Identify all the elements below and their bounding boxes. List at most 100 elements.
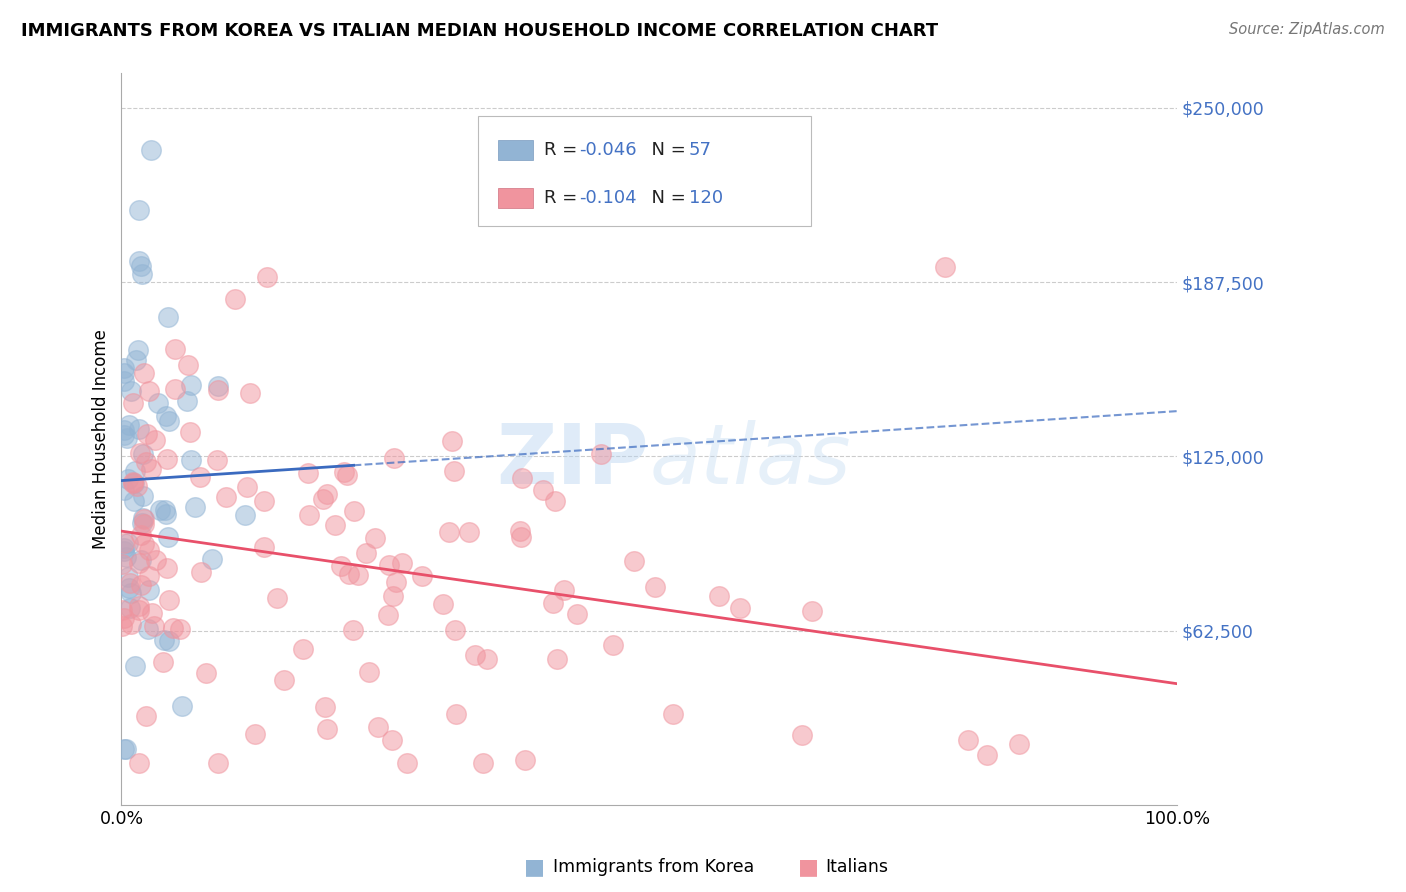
Text: Immigrants from Korea: Immigrants from Korea <box>553 858 754 876</box>
Point <box>179 425 201 439</box>
Point <box>128 422 150 436</box>
Point <box>239 385 262 400</box>
Text: N =: N = <box>640 141 692 159</box>
Point <box>143 618 166 632</box>
Point <box>176 394 198 409</box>
Point <box>644 581 666 595</box>
Point <box>330 559 353 574</box>
Point <box>364 532 387 546</box>
Point <box>155 507 177 521</box>
Point <box>342 623 364 637</box>
Point <box>207 383 229 397</box>
Point <box>195 665 218 680</box>
Point <box>128 202 150 217</box>
Point <box>129 528 152 542</box>
Point <box>236 479 259 493</box>
Point <box>291 642 314 657</box>
Point <box>377 608 399 623</box>
Point <box>117 417 139 432</box>
Point <box>513 753 536 767</box>
Point <box>131 510 153 524</box>
Point <box>114 549 136 564</box>
Point <box>153 632 176 647</box>
Text: ■: ■ <box>524 857 544 877</box>
Point <box>531 483 554 497</box>
Point <box>135 455 157 469</box>
Point <box>457 524 479 539</box>
Point <box>132 489 155 503</box>
Point <box>124 659 146 673</box>
Point <box>367 720 389 734</box>
Point <box>1007 737 1029 751</box>
Point <box>215 490 238 504</box>
Point <box>356 546 378 560</box>
Point <box>463 648 485 663</box>
Point <box>115 742 138 756</box>
Point <box>381 733 404 747</box>
Point <box>623 553 645 567</box>
Point <box>253 540 276 554</box>
Point <box>122 475 145 489</box>
Point <box>117 472 139 486</box>
Point <box>132 512 155 526</box>
Point <box>477 652 499 666</box>
Point <box>131 516 153 530</box>
Point <box>298 508 321 522</box>
Point <box>956 733 979 747</box>
Point <box>149 503 172 517</box>
Point <box>312 491 335 506</box>
Point <box>432 598 454 612</box>
Point <box>510 530 533 544</box>
Y-axis label: Median Household Income: Median Household Income <box>93 329 110 549</box>
Point <box>253 494 276 508</box>
Point <box>138 384 160 399</box>
Point <box>184 500 207 515</box>
Point <box>122 493 145 508</box>
Point <box>128 556 150 570</box>
Point <box>128 599 150 613</box>
Point <box>544 494 567 508</box>
Point <box>444 623 467 637</box>
Point <box>314 700 336 714</box>
Point <box>256 270 278 285</box>
Point <box>245 727 267 741</box>
Point <box>396 756 419 771</box>
Point <box>316 486 339 500</box>
Point <box>382 451 405 466</box>
Point <box>177 358 200 372</box>
Text: R =: R = <box>544 141 583 159</box>
Point <box>411 569 433 583</box>
Text: Source: ZipAtlas.com: Source: ZipAtlas.com <box>1229 22 1385 37</box>
Point <box>141 461 163 475</box>
Point <box>156 530 179 544</box>
Point <box>165 342 187 356</box>
Point <box>201 551 224 566</box>
Point <box>207 379 229 393</box>
Point <box>118 600 141 615</box>
Point <box>131 267 153 281</box>
Point <box>145 433 167 447</box>
Point <box>134 366 156 380</box>
Point <box>156 451 179 466</box>
Point <box>170 699 193 714</box>
Text: 120: 120 <box>689 189 723 207</box>
Point <box>112 428 135 442</box>
Point <box>121 476 143 491</box>
Point <box>121 617 143 632</box>
Point <box>112 483 135 498</box>
Text: -0.046: -0.046 <box>579 141 637 159</box>
Point <box>440 434 463 448</box>
Point <box>337 567 360 582</box>
Point <box>118 581 141 595</box>
Point <box>111 557 134 571</box>
Point <box>316 722 339 736</box>
Point <box>391 556 413 570</box>
Point <box>112 361 135 376</box>
Point <box>122 476 145 491</box>
Point <box>707 589 730 603</box>
Point <box>128 254 150 268</box>
Point <box>122 396 145 410</box>
Point <box>266 591 288 605</box>
Point <box>378 558 401 573</box>
Point <box>509 524 531 539</box>
